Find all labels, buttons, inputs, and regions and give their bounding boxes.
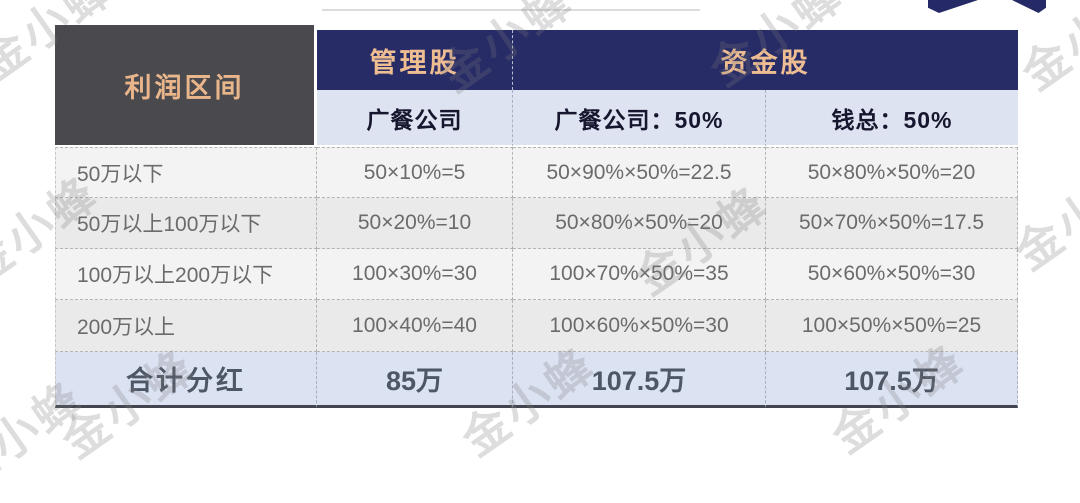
footer-total-value: 107.5万 <box>513 352 766 408</box>
dividend-table: 利润区间 管理股 资金股 广餐公司 广餐公司：50% 钱总：50% 50万以下 … <box>55 25 1018 408</box>
row-label-cell: 50万以下 <box>55 147 317 198</box>
ribbon-left-tail-icon <box>928 0 978 13</box>
footer-total-value: 85万 <box>317 352 513 408</box>
divider-line <box>322 9 700 11</box>
group-header-management-shares: 管理股 <box>317 30 513 90</box>
row-label-cell: 100万以上200万以下 <box>55 249 317 300</box>
ribbon-right-tail-icon <box>1012 0 1046 13</box>
value-cell: 50×90%×50%=22.5 <box>513 147 766 198</box>
subheader-guangcan-company: 广餐公司 <box>317 90 513 147</box>
value-cell: 50×80%×50%=20 <box>513 198 766 249</box>
value-cell: 100×40%=40 <box>317 300 513 352</box>
value-cell: 50×80%×50%=20 <box>766 147 1018 198</box>
footer-total-dividend-label: 合计分红 <box>55 352 317 408</box>
subheader-qianzong-50pct: 钱总：50% <box>766 90 1018 147</box>
corner-header-profit-range: 利润区间 <box>55 25 317 147</box>
value-cell: 100×60%×50%=30 <box>513 300 766 352</box>
value-cell: 100×50%×50%=25 <box>766 300 1018 352</box>
value-cell: 100×70%×50%=35 <box>513 249 766 300</box>
value-cell: 50×10%=5 <box>317 147 513 198</box>
value-cell: 50×20%=10 <box>317 198 513 249</box>
row-label-cell: 50万以上100万以下 <box>55 198 317 249</box>
ribbon-bookmark-icon <box>928 0 1046 13</box>
footer-total-value: 107.5万 <box>766 352 1018 408</box>
row-label-cell: 200万以上 <box>55 300 317 352</box>
value-cell: 50×60%×50%=30 <box>766 249 1018 300</box>
group-header-capital-shares: 资金股 <box>513 30 1018 90</box>
subheader-guangcan-50pct: 广餐公司：50% <box>513 90 766 147</box>
value-cell: 50×70%×50%=17.5 <box>766 198 1018 249</box>
value-cell: 100×30%=30 <box>317 249 513 300</box>
